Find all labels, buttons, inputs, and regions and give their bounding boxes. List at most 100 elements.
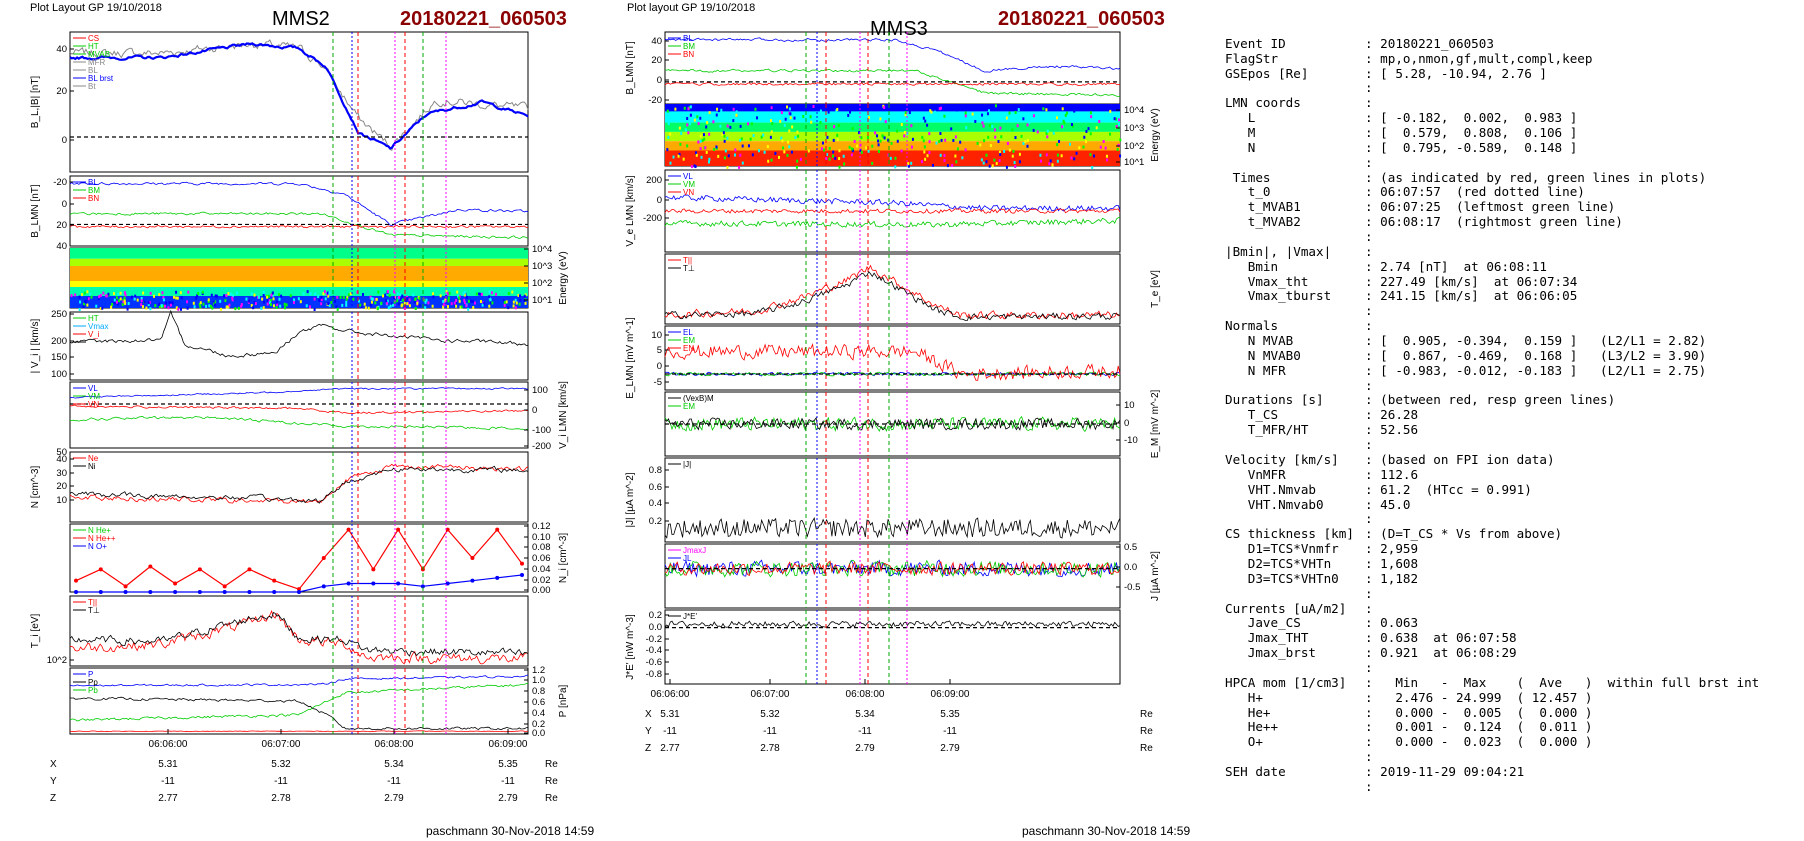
data-point	[346, 581, 351, 586]
spectrogram-pixel	[393, 296, 396, 300]
spectrogram-pixel	[463, 298, 466, 302]
spectrogram-pixel	[375, 297, 378, 301]
spectrogram-pixel	[694, 165, 697, 169]
spectrogram-pixel	[796, 130, 799, 134]
spectrogram-pixel	[308, 305, 311, 309]
spectrogram-pixel	[770, 158, 773, 162]
legend-entry: Pb	[88, 686, 98, 695]
series-line	[664, 208, 1121, 214]
spectrogram-pixel	[403, 301, 406, 305]
spectrogram-pixel	[726, 165, 729, 169]
spectrogram-pixel	[518, 302, 521, 306]
spectrogram-pixel	[78, 307, 81, 311]
spectrogram-pixel	[790, 150, 793, 154]
spectrogram-pixel	[467, 299, 470, 303]
spectrogram-pixel	[1014, 164, 1017, 168]
spectrogram-pixel	[867, 149, 870, 153]
info-value: : 2,959	[1365, 541, 1419, 557]
info-key: O+	[1225, 734, 1263, 750]
info-value: : [ -0.983, -0.012, -0.183 ] (L2/L1 = 2.…	[1365, 362, 1707, 378]
spectrogram-pixel	[686, 123, 689, 127]
spectrogram-pixel	[463, 290, 466, 294]
spectrogram-pixel	[234, 307, 237, 311]
spectrogram-pixel	[924, 157, 927, 161]
y-tick-label: 0.08	[532, 542, 551, 553]
spectrogram-pixel	[211, 306, 214, 310]
spectrogram-pixel	[851, 149, 854, 153]
spectrogram-pixel	[1003, 149, 1006, 153]
spectrogram-pixel	[458, 299, 461, 303]
spectrogram-pixel	[727, 154, 730, 158]
spectrogram-pixel	[690, 165, 693, 169]
spectrogram-pixel	[370, 300, 373, 304]
info-value: : 0.063	[1365, 615, 1419, 631]
spectrogram-pixel	[887, 153, 890, 157]
x-tick-label: 06:09:00	[489, 739, 528, 750]
spectrogram-pixel	[472, 299, 475, 303]
info-key: Times	[1225, 169, 1271, 185]
spectrogram-pixel	[158, 305, 161, 309]
spectrogram-pixel	[205, 304, 208, 308]
spectrogram-pixel	[524, 301, 527, 305]
series-line	[664, 516, 1121, 539]
spectrogram-pixel	[827, 110, 830, 114]
spectrogram-pixel	[851, 127, 854, 131]
spectrogram-pixel	[95, 304, 98, 308]
spectrogram-pixel	[1032, 128, 1035, 132]
spectrogram-pixel	[693, 118, 696, 122]
spectrogram-pixel	[280, 294, 283, 298]
y-axis-label: |J| [µA m^-2]	[625, 472, 636, 527]
spectrogram-pixel	[228, 303, 231, 307]
spectrogram-pixel	[796, 159, 799, 163]
position-value: -11	[501, 776, 515, 787]
spectrogram-pixel	[739, 153, 742, 157]
spectrogram-pixel	[705, 125, 708, 129]
spectrogram-pixel	[1061, 107, 1064, 111]
series-line	[69, 463, 529, 504]
spectrogram-pixel	[684, 128, 687, 132]
y-axis-label: B_LMN [nT]	[625, 41, 636, 95]
spectrogram-pixel	[802, 114, 805, 118]
spectrogram-pixel	[345, 303, 348, 307]
spectrogram-band	[70, 296, 528, 308]
spectrogram-pixel	[196, 294, 199, 298]
spectrogram-pixel	[335, 305, 338, 309]
spectrogram-pixel	[726, 136, 729, 140]
spectrogram-pixel	[715, 113, 718, 117]
spectrogram-pixel	[699, 134, 702, 138]
spectrogram-pixel	[1063, 121, 1066, 125]
panel-frame	[664, 325, 1121, 391]
spectrogram-pixel	[907, 164, 910, 168]
data-point	[173, 581, 178, 586]
y-tick-label: 0.0	[649, 622, 662, 633]
info-value: : (D=T_CS * Vs from above)	[1365, 526, 1563, 542]
panel-frame	[69, 175, 529, 247]
spectrogram-pixel	[929, 109, 932, 113]
spectrogram-band	[70, 258, 528, 266]
info-row: N: [ 0.795, -0.589, 0.148 ]	[1225, 140, 1759, 156]
spectrogram-pixel	[766, 145, 769, 149]
spectrogram-pixel	[871, 161, 874, 165]
y-axis-label: B_LMN [nT]	[30, 184, 41, 238]
spectrogram-pixel	[935, 141, 938, 145]
data-point	[272, 578, 277, 583]
spectrogram-pixel	[367, 306, 370, 310]
x-tick-label: 06:07:00	[751, 689, 790, 700]
legend-entry: EM	[683, 336, 695, 345]
series-line	[664, 415, 1121, 433]
y-tick-label: 10	[1124, 400, 1135, 411]
info-row: O+: 0.000 - 0.023 ( 0.000 )	[1225, 734, 1759, 750]
spectrogram-pixel	[789, 112, 792, 116]
spectrogram-pixel	[495, 292, 498, 296]
spectrogram-pixel	[162, 304, 165, 308]
spectrogram-pixel	[785, 116, 788, 120]
y-tick-label: -200	[643, 213, 662, 224]
spectrogram-pixel	[1119, 154, 1122, 158]
spectrogram-pixel	[195, 296, 198, 300]
spectrogram-pixel	[98, 295, 101, 299]
spectrogram-pixel	[202, 302, 205, 306]
data-point	[520, 561, 524, 566]
data-point	[371, 567, 376, 572]
spectrogram-pixel	[408, 301, 411, 305]
